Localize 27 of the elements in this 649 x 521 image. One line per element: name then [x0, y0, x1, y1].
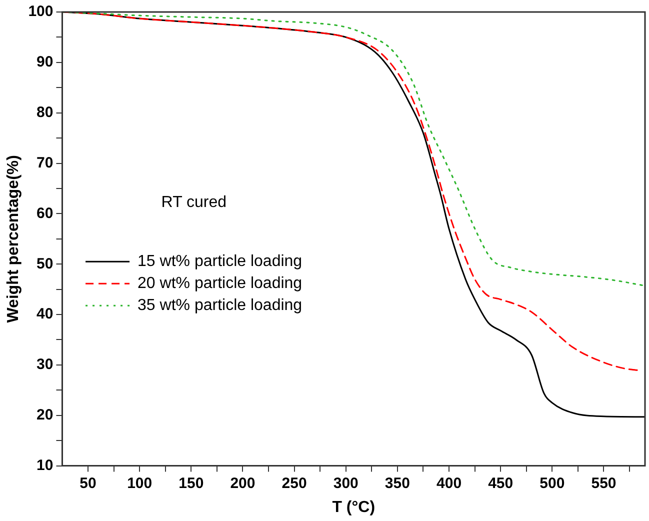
- x-tick-label: 500: [540, 474, 565, 492]
- x-tick-label: 400: [436, 474, 462, 492]
- legend-label: 15 wt% particle loading: [138, 252, 302, 270]
- y-tick-label: 30: [36, 356, 54, 374]
- legend-label: 20 wt% particle loading: [138, 274, 302, 292]
- annotation: RT cured: [161, 194, 227, 211]
- y-axis-title: Weight percentage(%): [5, 155, 22, 323]
- y-tick-label: 60: [36, 204, 54, 222]
- x-tick-label: 550: [591, 474, 616, 492]
- y-tick-label: 20: [36, 406, 54, 424]
- y-tick-label: 80: [36, 104, 54, 121]
- y-tick-label: 70: [36, 154, 54, 172]
- y-tick-label: 10: [36, 456, 54, 474]
- y-tick-label: 40: [36, 306, 54, 323]
- x-tick-label: 150: [178, 474, 204, 492]
- x-tick-label: 250: [282, 474, 307, 492]
- x-tick-label: 450: [488, 474, 514, 492]
- y-tick-label: 50: [36, 255, 54, 272]
- x-tick-label: 350: [384, 474, 410, 492]
- legend-label: 35 wt% particle loading: [138, 296, 302, 314]
- y-tick-label: 100: [28, 3, 54, 20]
- x-tick-label: 50: [80, 474, 96, 492]
- x-tick-label: 100: [127, 474, 152, 492]
- y-tick-label: 90: [36, 54, 54, 71]
- x-tick-label: 300: [333, 474, 358, 492]
- x-axis-title: T (°C): [332, 498, 376, 516]
- x-tick-label: 200: [230, 474, 256, 492]
